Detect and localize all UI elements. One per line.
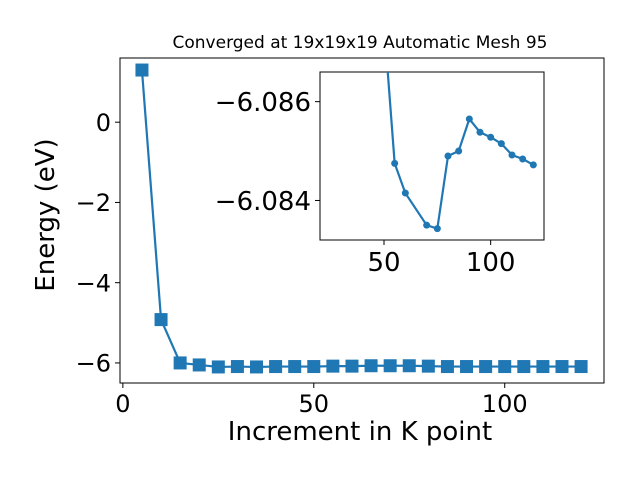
inset-data-point [444,152,452,160]
main-data-point [440,360,454,374]
inset-data-point [455,147,463,155]
main-data-point [555,360,569,374]
main-y-tick-label: −6 [76,350,111,378]
main-data-point [421,359,435,373]
inset-y-tick-label: −6.086 [215,88,311,118]
inset-x-tick-label: 100 [466,248,516,278]
main-data-point [135,63,149,77]
main-data-point [345,359,359,373]
main-data-point [364,359,378,373]
inset-data-point [465,115,473,123]
main-data-point [326,359,340,373]
inset-data-point [487,133,495,141]
inset-data-point [476,128,484,136]
inset-data-point [497,140,505,148]
main-data-point [307,360,321,374]
inset-data-point [423,221,431,229]
main-data-point [479,360,493,374]
main-data-point [230,360,244,374]
main-y-tick-label: 0 [96,109,111,137]
x-axis-label: Increment in K point [228,417,492,447]
inset-data-point [519,155,527,163]
main-data-point [250,360,264,374]
main-data-point [498,360,512,374]
inset-x-tick-label: 50 [367,248,400,278]
inset-axes-frame [319,71,545,241]
chart-title: Converged at 19x19x19 Automatic Mesh 95 [173,33,548,53]
main-data-point [536,360,550,374]
main-y-tick-label: −2 [76,189,111,217]
main-data-point [383,359,397,373]
main-data-point [517,360,531,374]
main-x-tick-label: 0 [115,390,130,418]
main-data-point [288,360,302,374]
main-data-point [402,359,416,373]
inset-data-point [391,159,399,167]
inset-data-point [401,189,409,197]
main-x-tick-label: 50 [299,390,330,418]
main-data-point [192,358,206,372]
main-data-point [574,360,588,374]
inset-data-point [529,161,537,169]
main-y-tick-label: −4 [76,269,111,297]
main-data-point [269,360,283,374]
main-series-group [135,63,588,374]
inset-plot-area: 50 100 −6.086 −6.084 [215,71,545,278]
main-data-point [154,313,168,327]
y-axis-label: Energy (eV) [31,138,61,291]
main-data-point [173,356,187,370]
inset-y-tick-label: −6.084 [215,187,311,217]
main-x-tick-label: 100 [482,390,528,418]
inset-data-point [508,151,516,159]
inset-data-point [433,225,441,233]
main-data-point [211,360,225,374]
main-data-point [460,360,474,374]
inset-series-group [386,72,537,233]
